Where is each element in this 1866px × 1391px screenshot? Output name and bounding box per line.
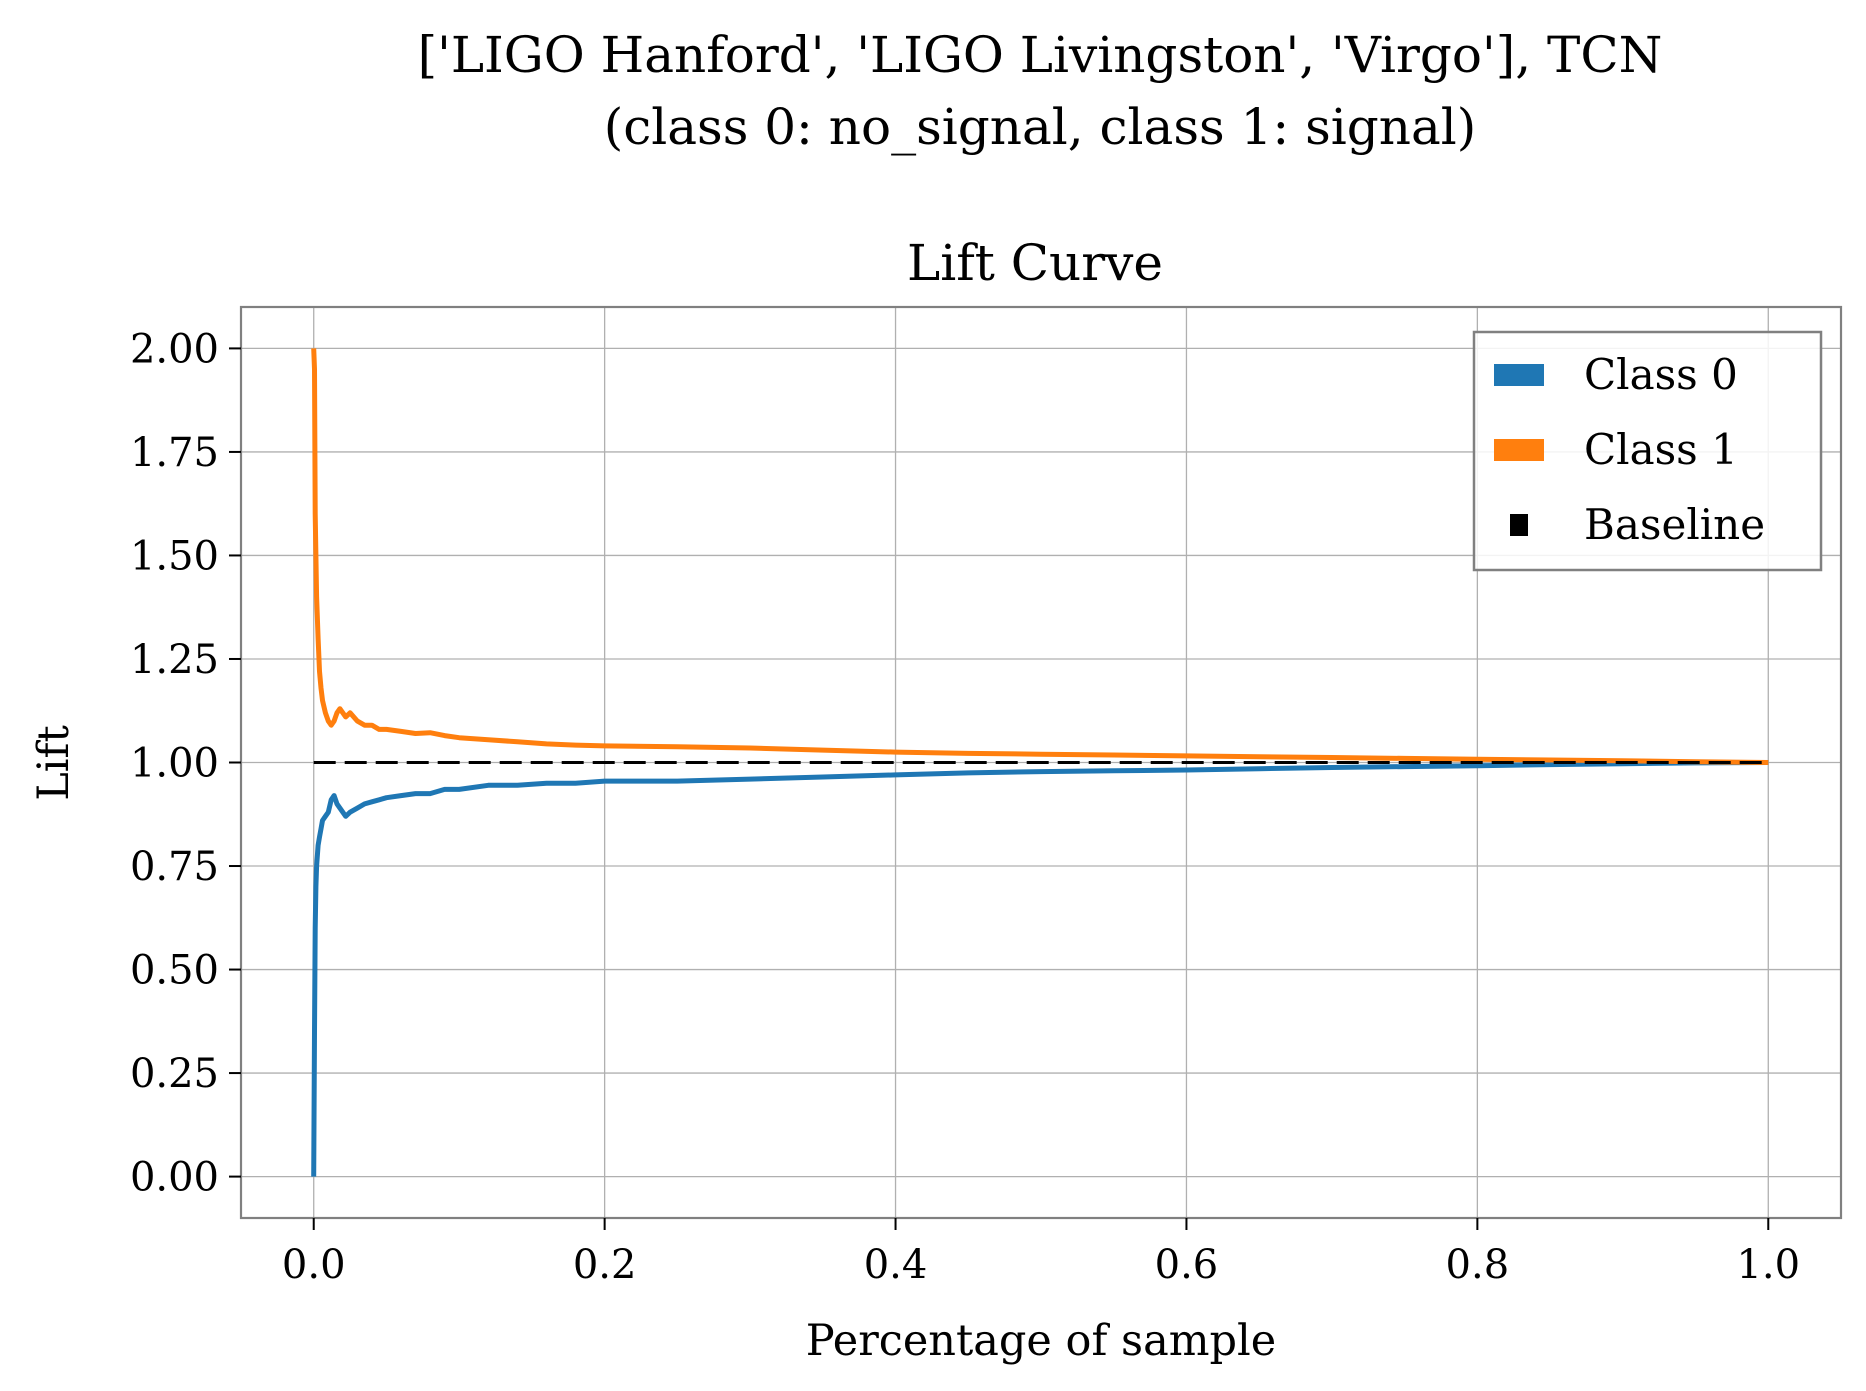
legend-swatch-class-1 bbox=[1494, 439, 1544, 461]
y-axis-label: Lift bbox=[29, 725, 79, 801]
x-tick-label: 0.0 bbox=[282, 1242, 346, 1288]
y-tick-label: 0.75 bbox=[130, 844, 219, 890]
figure-suptitle-line-2: (class 0: no_signal, class 1: signal) bbox=[604, 98, 1477, 156]
series-line-class-0 bbox=[311, 760, 1769, 1177]
y-tick-label: 0.00 bbox=[130, 1155, 219, 1201]
x-tick-label: 0.2 bbox=[573, 1242, 637, 1288]
y-tick-label: 2.00 bbox=[130, 326, 219, 372]
x-tick-label: 1.0 bbox=[1736, 1242, 1800, 1288]
y-tick-label: 1.25 bbox=[130, 637, 219, 683]
figure-suptitle-line-1: ['LIGO Hanford', 'LIGO Livingston', 'Vir… bbox=[418, 26, 1663, 84]
axes-title: Lift Curve bbox=[907, 234, 1163, 292]
y-tick-label: 1.50 bbox=[130, 533, 219, 579]
legend: Class 0 Class 1 Baseline bbox=[1472, 330, 1823, 572]
plot-lines bbox=[311, 348, 1769, 1177]
series-line-class-1 bbox=[311, 348, 1769, 765]
x-tick-label: 0.6 bbox=[1155, 1242, 1219, 1288]
y-tick-label: 0.25 bbox=[130, 1051, 219, 1097]
legend-label-baseline: Baseline bbox=[1584, 500, 1765, 549]
x-axis-label: Percentage of sample bbox=[806, 1316, 1276, 1366]
x-tick-label: 0.8 bbox=[1446, 1242, 1510, 1288]
legend-label-class-1: Class 1 bbox=[1584, 425, 1738, 474]
legend-label-class-0: Class 0 bbox=[1584, 350, 1738, 399]
x-tick-label: 0.4 bbox=[864, 1242, 928, 1288]
y-tick-label: 1.75 bbox=[130, 430, 219, 476]
axis-ticks: 0.0 0.2 0.4 0.6 0.8 1.0 0.00 0.25 0.50 0.75 1.00 1.… bbox=[130, 326, 1800, 1288]
legend-swatch-baseline bbox=[1510, 514, 1528, 536]
legend-swatch-class-0 bbox=[1494, 364, 1544, 386]
y-tick-label: 1.00 bbox=[130, 741, 219, 787]
y-tick-label: 0.50 bbox=[130, 948, 219, 994]
